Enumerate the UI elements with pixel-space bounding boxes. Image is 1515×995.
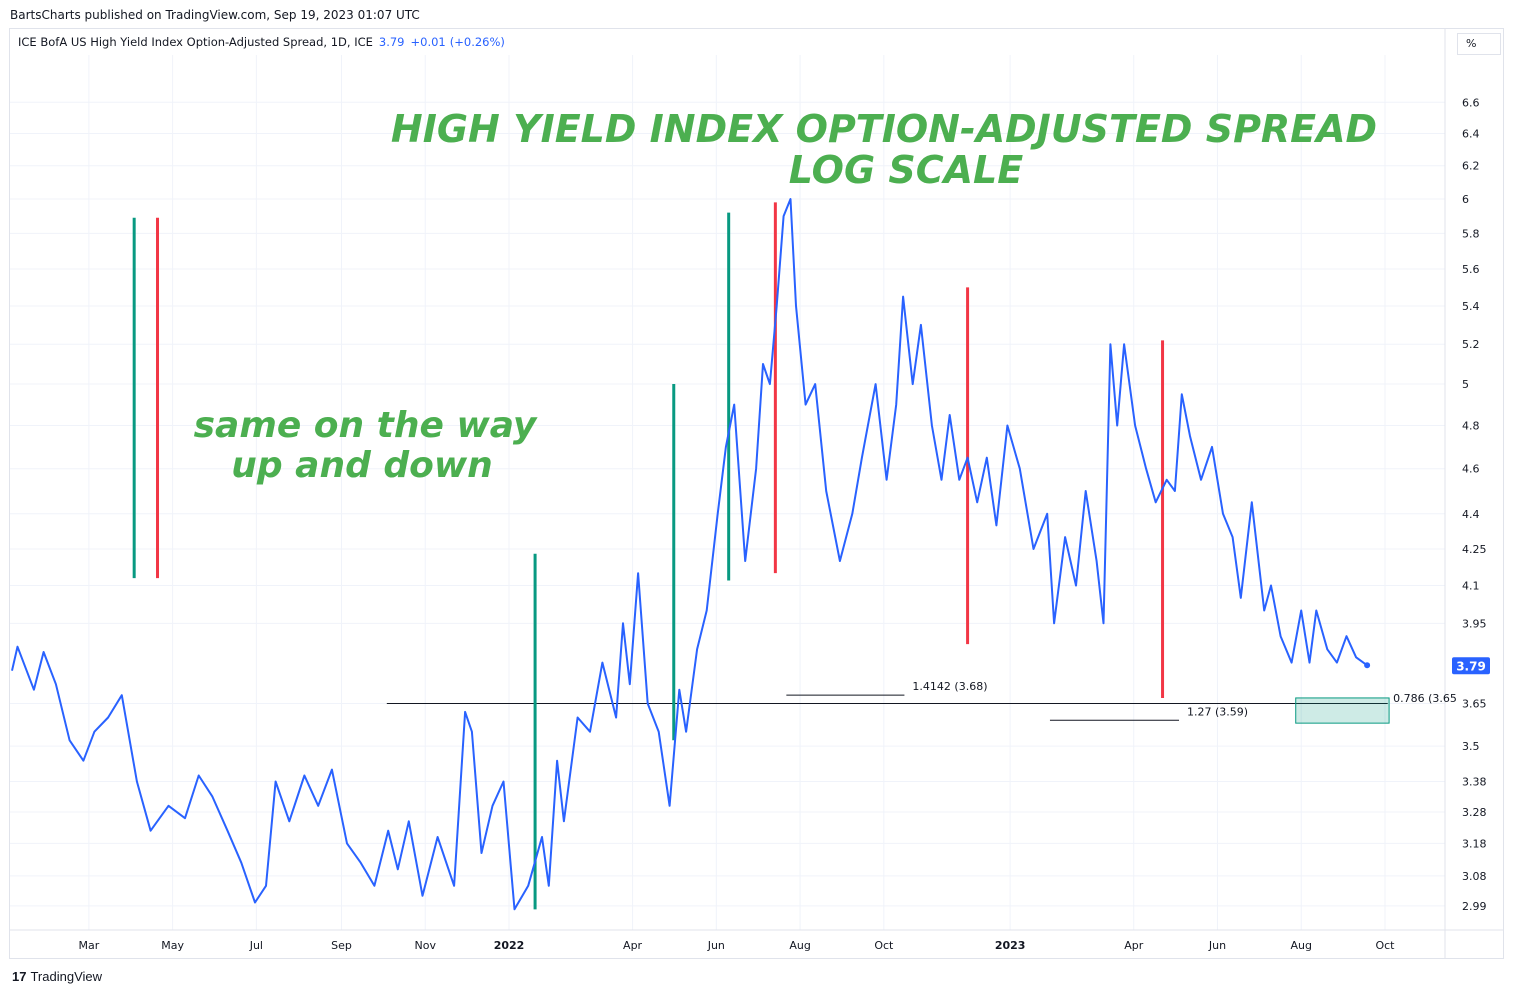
spread-series-line [11,198,1368,911]
x-tick-label: Nov [415,939,437,952]
x-tick-label: Mar [78,939,99,952]
y-tick-label: 3.28 [1462,806,1487,819]
annotation-text: same on the way [194,405,538,446]
y-tick-label: 5.6 [1462,263,1480,276]
y-tick-label: 4.6 [1462,463,1480,476]
y-tick-label: 4.4 [1462,508,1480,521]
x-tick-label: Apr [1124,939,1144,952]
publish-info: BartsCharts published on TradingView.com… [10,8,420,22]
tradingview-logo-icon: 17 [12,969,27,984]
x-tick-label: Oct [874,939,894,952]
fib-label: 1.4142 (3.68) [912,680,987,693]
fib-label: 1.27 (3.59) [1187,705,1248,718]
y-tick-label: 5.4 [1462,300,1480,313]
x-tick-label: 2023 [995,939,1026,952]
chart-frame [9,28,1504,959]
x-tick-label: Sep [331,939,352,952]
x-tick-label: Aug [1290,939,1311,952]
y-tick-label: 5.2 [1462,338,1480,351]
x-tick-label: Apr [623,939,643,952]
symbol-title: ICE BofA US High Yield Index Option-Adju… [18,35,373,49]
brand-label: TradingView [30,969,103,984]
chart-title-text: HIGH YIELD INDEX OPTION-ADJUSTED SPREAD [391,107,1377,151]
annotation-text: up and down [231,445,493,486]
fib-label: 0.786 (3.65 [1393,692,1457,705]
y-tick-label: 3.38 [1462,775,1487,788]
y-tick-label: 3.08 [1462,870,1487,883]
change-value: +0.01 [410,35,446,49]
y-tick-label: 6 [1462,193,1469,206]
y-tick-label: 4.8 [1462,419,1480,432]
x-tick-label: Oct [1375,939,1395,952]
y-tick-label: 6.4 [1462,127,1480,140]
x-tick-label: May [161,939,184,952]
tradingview-brand[interactable]: 17 TradingView [12,969,102,984]
y-tick-label: 6.2 [1462,160,1480,173]
percent-scale-button[interactable]: % [1457,33,1501,55]
y-tick-label: 3.65 [1462,697,1487,710]
y-tick-label: 4.1 [1462,579,1480,592]
y-tick-label: 4.25 [1462,543,1487,556]
change-percent: (+0.26%) [449,35,505,49]
y-tick-label: 3.18 [1462,837,1487,850]
y-tick-label: 5 [1462,378,1469,391]
last-price-tag [1452,657,1490,675]
fib-zone-box [1295,697,1390,724]
x-tick-label: 2022 [494,939,525,952]
chart-title-text: LOG SCALE [789,148,1023,192]
x-tick-label: Jun [707,939,725,952]
y-tick-label: 6.6 [1462,96,1480,109]
x-tick-label: Jul [249,939,263,952]
last-price-label: 3.79 [1456,659,1486,673]
y-tick-label: 3.5 [1462,740,1480,753]
last-point-dot [1364,662,1371,669]
y-tick-label: 5.8 [1462,227,1480,240]
y-tick-label: 3.95 [1462,617,1487,630]
symbol-legend: ICE BofA US High Yield Index Option-Adju… [18,35,505,49]
x-tick-label: Jun [1208,939,1226,952]
last-value: 3.79 [378,35,405,49]
y-tick-label: 2.99 [1462,900,1487,913]
x-tick-label: Aug [789,939,810,952]
